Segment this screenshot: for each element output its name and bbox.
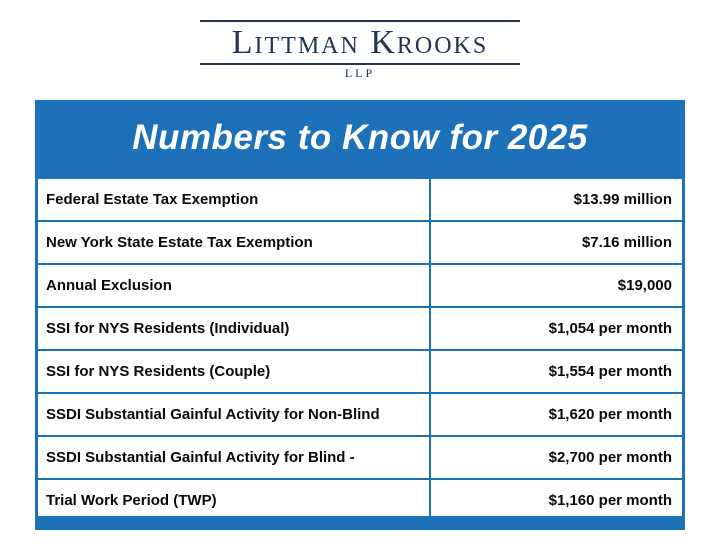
row-value: $19,000 xyxy=(617,277,672,294)
table-row: SSI for NYS Residents (Individual) $1,05… xyxy=(38,308,682,351)
logo-top-rule xyxy=(200,20,520,22)
row-value: $1,620 per month xyxy=(548,406,672,423)
table-row: SSDI Substantial Gainful Activity for No… xyxy=(38,394,682,437)
page-title: Numbers to Know for 2025 xyxy=(132,118,588,157)
row-value: $1,160 per month xyxy=(548,492,672,509)
title-banner: Numbers to Know for 2025 xyxy=(35,100,685,176)
logo-bottom-rule xyxy=(200,63,520,65)
row-label: SSDI Substantial Gainful Activity for Bl… xyxy=(38,437,431,478)
row-value: $1,554 per month xyxy=(548,363,672,380)
row-value: $1,054 per month xyxy=(548,320,672,337)
logo-wordmark: Littman Krooks xyxy=(231,24,489,61)
row-label: Federal Estate Tax Exemption xyxy=(38,179,431,220)
littman-krooks-logo: Littman Krooks LLP xyxy=(200,20,520,81)
numbers-table: Federal Estate Tax Exemption $13.99 mill… xyxy=(35,176,685,524)
row-label: SSI for NYS Residents (Couple) xyxy=(38,351,431,392)
row-label: Trial Work Period (TWP) xyxy=(38,480,431,521)
table-row: SSI for NYS Residents (Couple) $1,554 pe… xyxy=(38,351,682,394)
row-value: $13.99 million xyxy=(573,191,672,208)
row-value: $2,700 per month xyxy=(548,449,672,466)
table-row: Trial Work Period (TWP) $1,160 per month xyxy=(38,480,682,521)
row-value: $7.16 million xyxy=(581,234,672,251)
row-label: New York State Estate Tax Exemption xyxy=(38,222,431,263)
row-label: SSDI Substantial Gainful Activity for No… xyxy=(38,394,431,435)
table-row: SSDI Substantial Gainful Activity for Bl… xyxy=(38,437,682,480)
footer-accent-bar xyxy=(35,516,685,530)
logo-llp-text: LLP xyxy=(344,66,376,80)
row-label: SSI for NYS Residents (Individual) xyxy=(38,308,431,349)
table-row: Annual Exclusion $19,000 xyxy=(38,265,682,308)
table-row: New York State Estate Tax Exemption $7.1… xyxy=(38,222,682,265)
table-row: Federal Estate Tax Exemption $13.99 mill… xyxy=(38,179,682,222)
row-label: Annual Exclusion xyxy=(38,265,431,306)
